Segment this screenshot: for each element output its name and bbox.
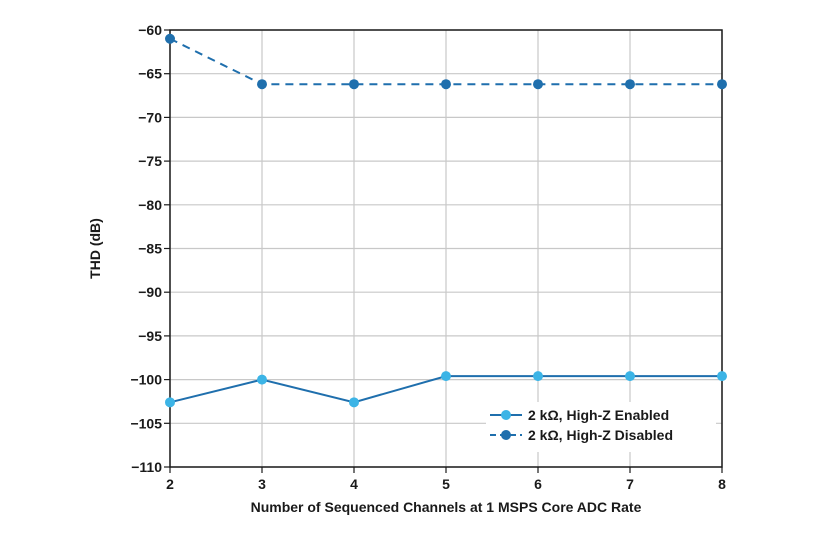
legend-item: 2 kΩ, High-Z Enabled — [490, 407, 669, 423]
data-point — [349, 397, 359, 408]
x-tick-label: 2 — [166, 476, 174, 492]
data-point — [165, 397, 175, 408]
data-point — [165, 33, 175, 44]
legend-item: 2 kΩ, High-Z Disabled — [490, 427, 673, 443]
y-tick-label: −100 — [130, 372, 162, 388]
y-tick-label: −80 — [138, 197, 162, 213]
x-tick-label: 4 — [350, 476, 358, 492]
series-2 — [165, 33, 727, 90]
data-point — [257, 374, 267, 385]
y-tick-label: −95 — [138, 328, 162, 344]
data-point — [717, 79, 727, 90]
x-axis-title: Number of Sequenced Channels at 1 MSPS C… — [251, 499, 642, 515]
grid — [169, 29, 723, 468]
data-point — [349, 79, 359, 90]
legend-marker — [501, 430, 511, 440]
x-tick-label: 5 — [442, 476, 450, 492]
data-point — [625, 371, 635, 382]
legend-label: 2 kΩ, High-Z Disabled — [528, 427, 673, 443]
data-point — [441, 79, 451, 90]
series-1 — [165, 371, 727, 408]
data-point — [625, 79, 635, 90]
y-tick-label: −70 — [138, 109, 162, 125]
x-tick-label: 3 — [258, 476, 266, 492]
data-point — [717, 371, 727, 382]
x-tick-label: 7 — [626, 476, 634, 492]
data-point — [533, 371, 543, 382]
y-tick-label: −85 — [138, 241, 162, 257]
data-point — [533, 79, 543, 90]
y-tick-label: −110 — [131, 459, 162, 475]
y-tick-label: −60 — [138, 22, 162, 38]
legend-box — [486, 402, 716, 452]
x-tick-label: 6 — [534, 476, 542, 492]
series — [165, 33, 727, 408]
legend-label: 2 kΩ, High-Z Enabled — [528, 407, 669, 423]
y-tick-label: −105 — [130, 415, 162, 431]
axis-ticks: 2 3 4 5 6 7 8 −60 −65 −70 −75 −80 −85 −90 −95 −100 −105 −… — [130, 22, 726, 492]
y-tick-label: −90 — [138, 284, 162, 300]
legend-marker — [501, 410, 511, 420]
y-tick-label: −65 — [138, 66, 162, 82]
legend: 2 kΩ, High-Z Enabled 2 kΩ, High-Z Disable… — [486, 402, 716, 452]
data-point — [441, 371, 451, 382]
data-point — [257, 79, 267, 90]
x-tick-label: 8 — [718, 476, 726, 492]
y-axis-title: THD (dB) — [87, 218, 103, 279]
y-tick-label: −75 — [138, 153, 162, 169]
